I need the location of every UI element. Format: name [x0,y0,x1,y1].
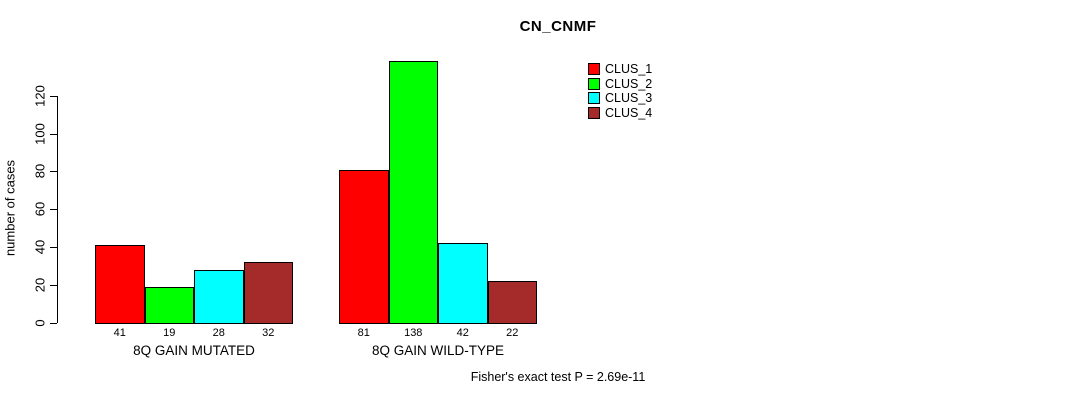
bar-clus_2 [388,61,438,324]
bar-clus_3 [438,243,488,324]
y-axis-tick-label: 60 [32,202,48,217]
bar-value-label: 32 [262,327,275,339]
bar-value-label: 81 [357,327,370,339]
y-axis-tick [50,247,57,249]
bar-clus_1 [339,169,389,324]
y-axis-tick [50,285,57,287]
bar-value-label: 138 [404,327,423,339]
y-axis-line [57,95,58,323]
bar-clus_3 [194,269,244,324]
category-label: 8Q GAIN WILD-TYPE [371,343,505,358]
y-axis-tick-label: 80 [32,164,48,179]
bar-clus_4 [243,262,293,324]
y-axis-title: number of cases [2,159,18,257]
legend-swatch [588,107,600,120]
bar-value-label: 22 [506,327,519,339]
bar-clus_1 [95,245,145,324]
bar-clus_2 [144,286,194,324]
legend-item: CLUS_4 [588,106,652,121]
legend-swatch [588,63,600,76]
bar-value-label: 41 [113,327,126,339]
y-axis-tick-label: 100 [32,122,48,145]
legend-item: CLUS_3 [588,91,652,106]
legend-swatch [588,92,600,105]
y-axis-tick-label: 120 [32,84,48,107]
legend-label: CLUS_2 [605,76,653,91]
y-axis-tick [50,95,57,97]
y-axis-tick-label: 0 [32,319,48,327]
fisher-test-annotation: Fisher's exact test P = 2.69e-11 [470,370,646,384]
legend-label: CLUS_3 [605,91,653,106]
y-axis-tick [50,171,57,173]
legend-label: CLUS_4 [605,106,653,121]
legend-swatch [588,77,600,90]
y-axis-tick-label: 40 [32,239,48,255]
category-label: 8Q GAIN MUTATED [133,343,255,358]
legend: CLUS_1 CLUS_2 CLUS_3 CLUS_4 [588,62,652,120]
bar-clus_4 [487,281,537,324]
bar-value-label: 42 [456,327,469,339]
y-axis-tick [50,323,57,324]
y-axis-tick [50,209,57,211]
chart-title: CN_CNMF [519,18,597,35]
bar-value-label: 28 [212,327,225,339]
y-axis-tick-label: 20 [32,277,48,293]
bar-value-label: 19 [163,327,176,339]
y-axis-tick [50,133,57,135]
legend-item: CLUS_2 [588,77,652,92]
legend-item: CLUS_1 [588,62,652,77]
legend-label: CLUS_1 [605,62,653,77]
